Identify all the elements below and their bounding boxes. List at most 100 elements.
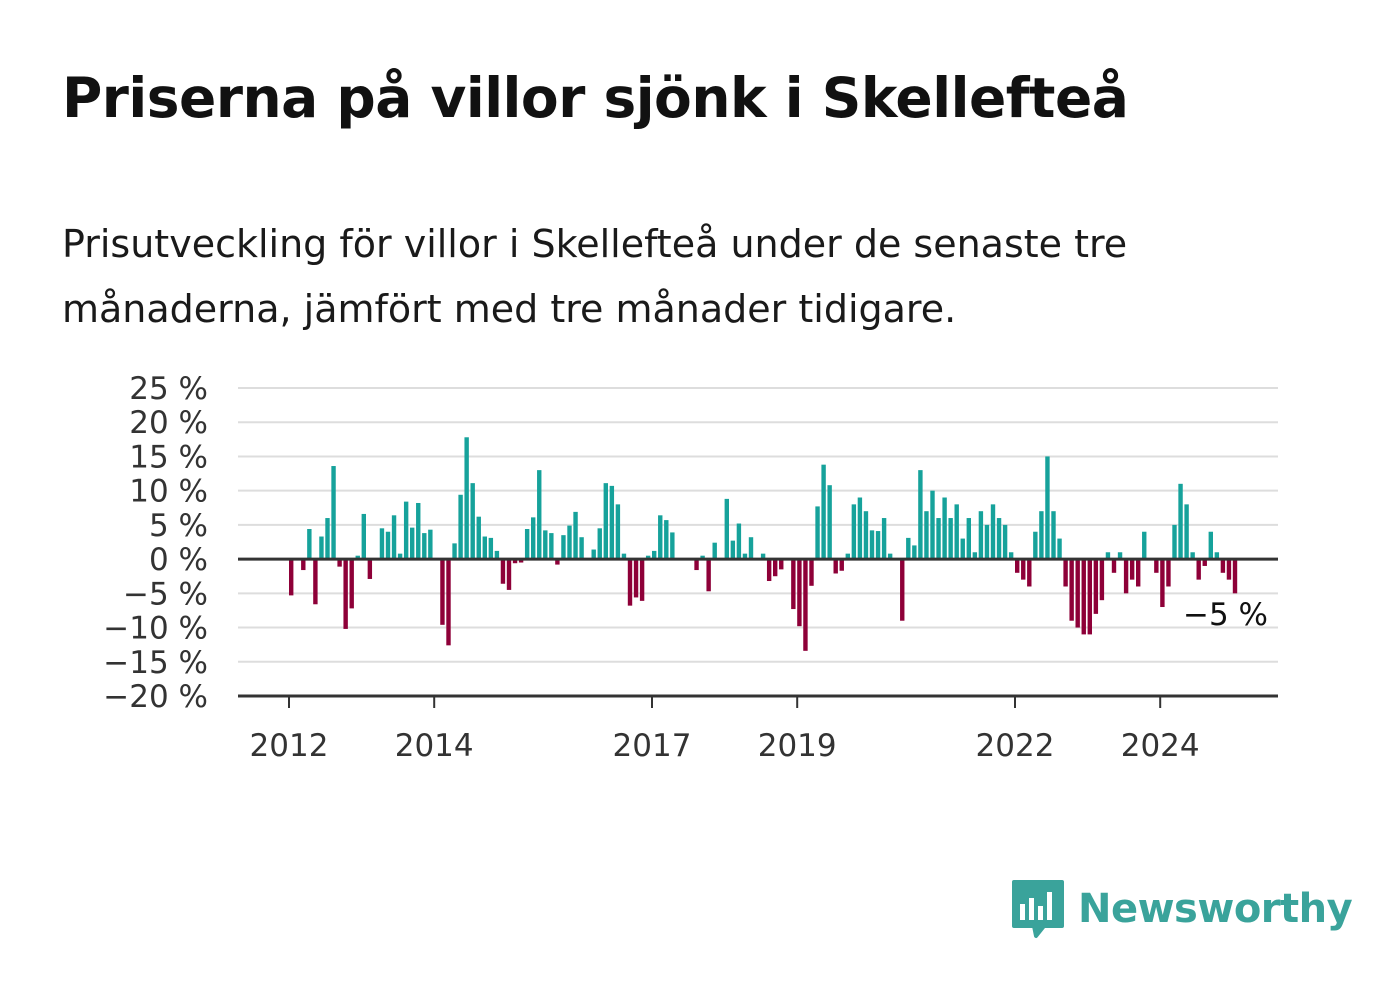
bar bbox=[385, 531, 391, 560]
bar bbox=[960, 538, 965, 560]
bar bbox=[567, 525, 572, 560]
bar bbox=[349, 559, 354, 609]
bar bbox=[1015, 559, 1020, 573]
bar bbox=[706, 559, 711, 592]
bar bbox=[379, 528, 385, 560]
bar bbox=[857, 497, 863, 560]
bar bbox=[1220, 559, 1226, 573]
bar bbox=[1027, 559, 1032, 587]
bar bbox=[355, 555, 360, 560]
bar bbox=[652, 550, 657, 560]
newsworthy-logo[interactable]: Newsworthy bbox=[1010, 878, 1353, 940]
bar bbox=[1184, 504, 1189, 560]
bar bbox=[470, 483, 475, 560]
bar bbox=[694, 559, 699, 571]
bar bbox=[500, 559, 506, 584]
bar bbox=[361, 513, 366, 560]
bar-chart: 25 %20 %15 %10 %5 %0 %−5 %−10 %−15 %−20 … bbox=[103, 371, 1278, 764]
bar bbox=[307, 529, 312, 560]
bar bbox=[524, 529, 530, 560]
bar bbox=[410, 527, 415, 560]
bar bbox=[1166, 559, 1171, 587]
y-tick-label: 25 % bbox=[129, 371, 208, 407]
bar bbox=[289, 559, 294, 596]
bar bbox=[440, 559, 445, 625]
bar bbox=[458, 494, 463, 560]
bar bbox=[803, 559, 808, 651]
chart-subtitle: Prisutveckling för villor i Skellefteå u… bbox=[62, 222, 1128, 331]
x-tick-label: 2017 bbox=[613, 728, 692, 764]
bar-chart-speech-bubble-icon bbox=[1012, 880, 1064, 938]
bar bbox=[337, 559, 342, 567]
bar bbox=[1178, 483, 1183, 560]
bar bbox=[325, 518, 330, 560]
bar bbox=[881, 518, 887, 560]
bar bbox=[1093, 559, 1099, 614]
bar bbox=[972, 552, 978, 560]
bar bbox=[700, 555, 705, 560]
bar bbox=[736, 523, 742, 560]
bar bbox=[1160, 559, 1165, 608]
brand-name: Newsworthy bbox=[1078, 886, 1353, 932]
bar bbox=[537, 470, 542, 560]
bar bbox=[1232, 559, 1238, 594]
bar bbox=[821, 464, 826, 560]
bar bbox=[549, 533, 554, 560]
bar bbox=[603, 483, 608, 560]
bar bbox=[639, 559, 645, 601]
bar bbox=[1039, 511, 1044, 560]
bar bbox=[1051, 511, 1056, 560]
bar bbox=[1105, 552, 1111, 560]
bar bbox=[615, 504, 621, 560]
x-tick-label: 2019 bbox=[758, 728, 837, 764]
bar bbox=[942, 497, 947, 560]
bar bbox=[875, 531, 881, 560]
bar bbox=[851, 504, 857, 560]
bar bbox=[1069, 559, 1074, 621]
bar bbox=[1008, 552, 1014, 560]
x-tick-label: 2022 bbox=[976, 728, 1055, 764]
bar bbox=[912, 545, 917, 560]
bar bbox=[1117, 552, 1123, 560]
bar bbox=[869, 530, 875, 560]
bar bbox=[579, 537, 584, 560]
bar bbox=[984, 524, 990, 560]
bar bbox=[924, 511, 929, 560]
bar bbox=[906, 537, 911, 560]
y-tick-label: −20 % bbox=[103, 679, 208, 715]
bar bbox=[1033, 531, 1038, 560]
bar bbox=[845, 553, 850, 560]
bar bbox=[1063, 559, 1068, 587]
bar bbox=[1057, 538, 1062, 560]
bar bbox=[446, 559, 451, 646]
bar bbox=[670, 532, 675, 560]
bar bbox=[319, 536, 324, 560]
x-tick-label: 2024 bbox=[1121, 728, 1200, 764]
last-value-annotation: −5 % bbox=[1183, 597, 1268, 633]
bar bbox=[476, 516, 481, 560]
bar bbox=[712, 542, 717, 560]
bar bbox=[1021, 559, 1026, 580]
bar bbox=[645, 555, 651, 560]
bar bbox=[978, 511, 984, 560]
bar bbox=[1111, 559, 1117, 573]
bar bbox=[948, 518, 953, 560]
bar bbox=[724, 498, 729, 560]
bar bbox=[1075, 559, 1080, 628]
bar bbox=[428, 529, 433, 560]
bar bbox=[730, 540, 736, 560]
bar bbox=[313, 559, 318, 605]
bar bbox=[391, 515, 397, 560]
y-tick-label: 5 % bbox=[149, 508, 208, 544]
bar bbox=[531, 517, 536, 560]
bar bbox=[809, 559, 814, 586]
bar bbox=[609, 485, 615, 560]
bar bbox=[839, 559, 844, 571]
bar bbox=[633, 559, 639, 598]
bar bbox=[748, 537, 754, 560]
bar bbox=[1045, 456, 1050, 560]
bar bbox=[397, 553, 403, 560]
bar bbox=[1136, 559, 1141, 587]
bar bbox=[621, 553, 627, 560]
bar bbox=[1142, 531, 1147, 560]
